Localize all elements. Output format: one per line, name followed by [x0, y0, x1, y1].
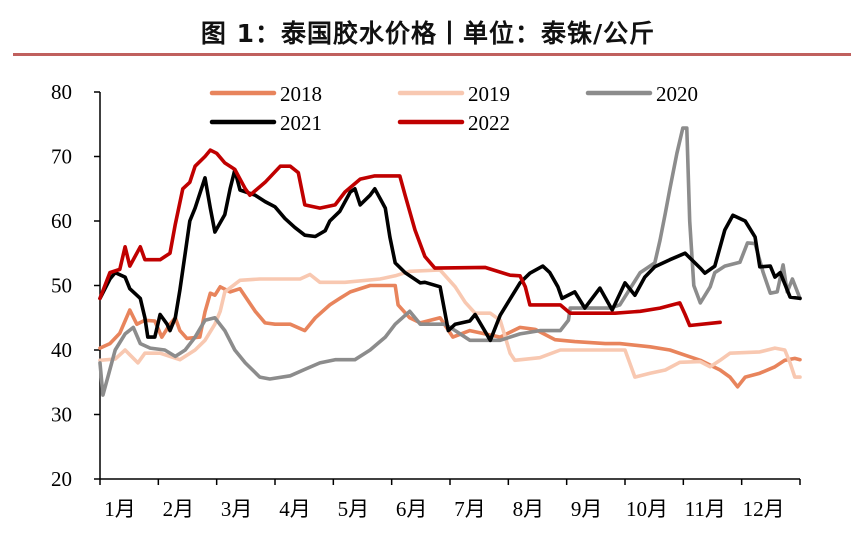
series-line-2020: [98, 126, 802, 397]
legend-item-2018: 2018: [209, 82, 322, 106]
title-divider: [13, 53, 851, 56]
x-tick-label: 12月: [743, 497, 785, 521]
x-tick-label: 1月: [104, 497, 136, 521]
series-line-2018: [98, 283, 802, 389]
y-tick-label: 30: [51, 403, 72, 427]
x-tick-label: 3月: [221, 497, 253, 521]
legend-label: 2021: [280, 111, 322, 135]
legend-item-2020: 2020: [585, 82, 698, 106]
x-tick-label: 6月: [396, 497, 428, 521]
chart-title: 图 1：泰国胶水价格丨单位：泰铢/公斤: [200, 19, 656, 48]
x-tick-label: 5月: [338, 497, 370, 521]
legend-item-2021: 2021: [209, 111, 322, 135]
x-tick-label: 9月: [571, 497, 603, 521]
series-2022: [98, 148, 722, 328]
series-line-2022: [98, 148, 722, 328]
x-tick-label: 10月: [626, 497, 668, 521]
legend-item-2019: 2019: [397, 82, 510, 106]
x-tick-label: 11月: [685, 497, 726, 521]
series-line-2019: [98, 268, 802, 379]
y-tick-label: 40: [51, 338, 72, 362]
x-tick-label: 4月: [279, 497, 311, 521]
y-tick-label: 60: [51, 209, 72, 233]
legend-item-2022: 2022: [397, 111, 510, 135]
x-tick-label: 7月: [454, 497, 486, 521]
y-tick-label: 20: [51, 467, 72, 491]
series-2018: [98, 283, 802, 389]
series-2019: [98, 268, 802, 379]
y-tick-label: 50: [51, 274, 72, 298]
y-tick-label: 80: [51, 80, 72, 104]
series-2021: [98, 168, 802, 343]
x-tick-label: 8月: [513, 497, 545, 521]
legend-label: 2018: [280, 82, 322, 106]
legend-label: 2022: [468, 111, 510, 135]
y-tick-label: 70: [51, 145, 72, 169]
x-tick-label: 2月: [163, 497, 195, 521]
series-2020: [98, 126, 802, 397]
legend-label: 2019: [468, 82, 510, 106]
legend-label: 2020: [656, 82, 698, 106]
series-line-2021: [98, 168, 802, 343]
